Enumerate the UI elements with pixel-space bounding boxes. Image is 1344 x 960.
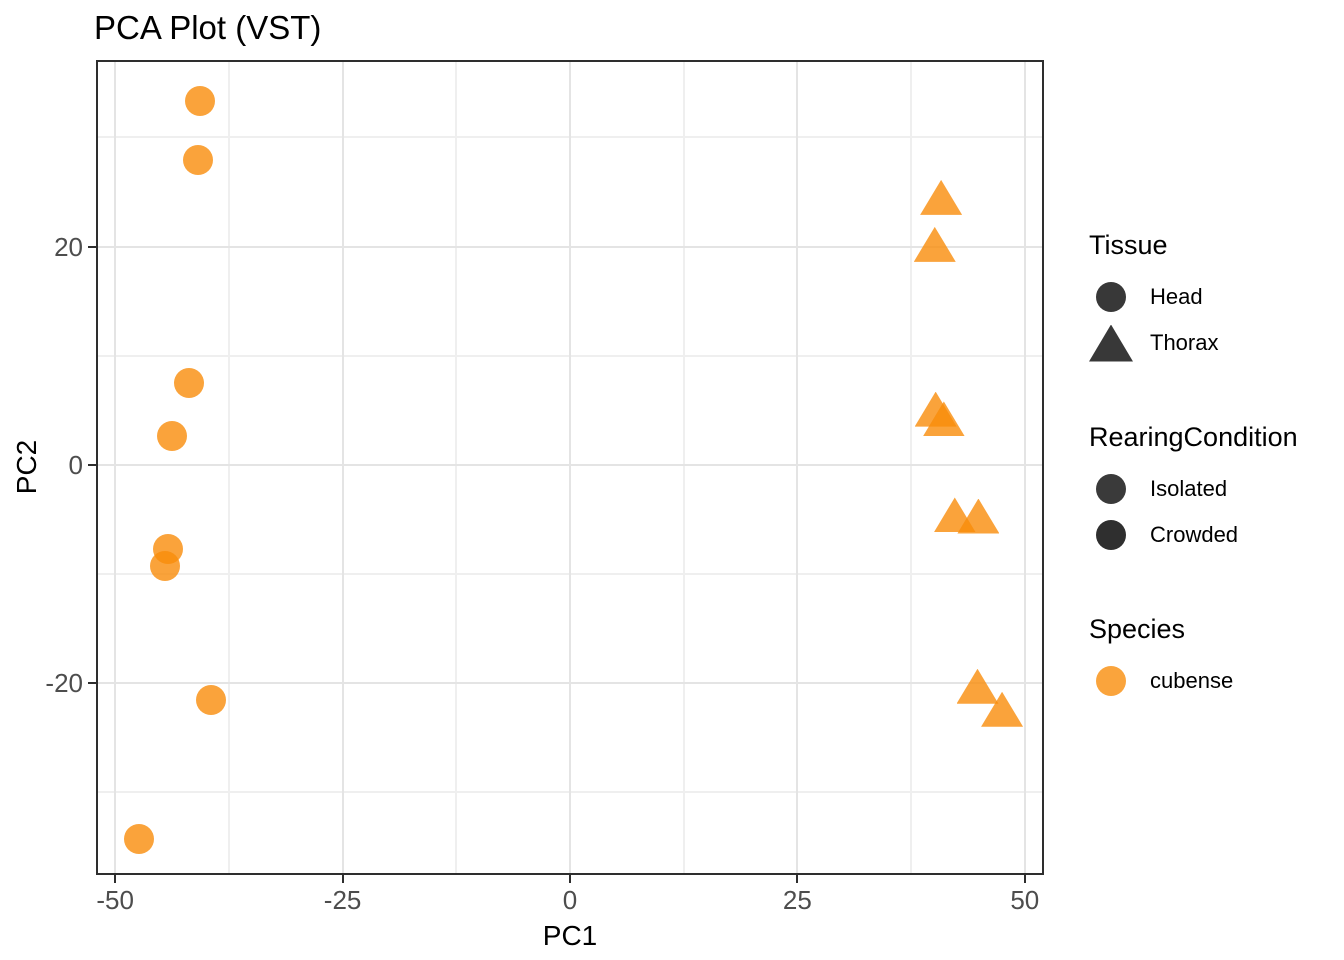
major-gridline-horizontal [97,463,1043,466]
y-tick-label: -20 [45,668,83,699]
legend-item-crowded: Crowded [1085,512,1298,558]
data-point-head-circle [195,685,226,716]
legend-item-head: Head [1085,274,1218,320]
x-tick-label: 50 [1010,885,1040,915]
legend-key [1085,282,1137,312]
data-point-head-circle [182,145,213,176]
legend-group-rearingcondition: RearingCondition Isolated Crowded [1085,420,1298,558]
data-point-head-circle [150,551,181,582]
major-gridline-horizontal [97,682,1043,685]
x-axis-tick [341,874,344,883]
y-tick-label: 20 [54,231,83,262]
major-gridline-vertical [114,61,117,874]
major-gridline-vertical [569,61,571,874]
data-point-thorax-triangle [920,179,963,215]
plot-title: PCA Plot (VST) [94,9,322,46]
x-axis-tick [796,874,799,883]
legend-group-tissue: Tissue Head Thorax [1085,228,1218,366]
legend-item-label: Isolated [1150,476,1228,501]
legend-item-label: Thorax [1150,330,1219,355]
major-gridline-vertical [341,61,344,874]
plot-panel [97,61,1043,874]
y-axis-tick [88,682,97,685]
data-point-head-circle [156,421,187,452]
legend-key [1085,324,1137,362]
triangle-key-icon [1089,324,1133,362]
y-axis-tick [88,245,97,248]
legend-item-thorax: Thorax [1085,320,1218,366]
minor-gridline-vertical [227,61,230,874]
circle-key-icon [1096,282,1126,312]
y-axis-title: PC2 [11,439,42,495]
legend-item-label: Head [1150,284,1203,309]
circle-key-icon [1096,520,1126,550]
legend-key [1085,666,1137,696]
legend-item-label: Crowded [1150,522,1239,547]
legend-items: cubense [1085,658,1233,704]
x-axis-tick [114,874,117,883]
major-gridline-horizontal [97,245,1043,248]
data-point-head-circle [123,824,154,855]
minor-gridline-vertical [910,61,913,874]
legend-item-label: cubense [1150,668,1234,693]
legend-group-title: Species [1089,614,1186,644]
data-point-head-circle [184,86,215,117]
major-gridline-vertical [1023,61,1026,874]
circle-key-icon [1096,474,1126,504]
x-axis-title: PC1 [542,920,598,951]
major-gridline-vertical [796,61,799,874]
circle-key-icon [1096,666,1126,696]
legend-group-title: Tissue [1089,230,1168,260]
legend-items: Isolated Crowded [1085,466,1298,558]
x-tick-label: -50 [96,885,134,915]
x-axis-tick [1023,874,1026,883]
data-point-head-circle [173,367,204,398]
x-tick-label: -25 [323,885,362,915]
minor-gridline-vertical [682,61,685,874]
data-point-thorax-triangle [956,668,999,704]
y-axis-tick [88,463,97,466]
legend-key [1085,474,1137,504]
minor-gridline-vertical [455,61,458,874]
legend-item-isolated: Isolated [1085,466,1298,512]
x-tick-label: 25 [782,885,812,915]
y-tick-label: 0 [68,449,83,480]
legend-items: Head Thorax [1085,274,1218,366]
data-point-thorax-triangle [913,226,956,262]
legend-group-species: Species cubense [1085,612,1233,704]
x-tick-label: 0 [562,885,578,915]
x-axis-tick [569,874,571,883]
legend-item-cubense: cubense [1085,658,1233,704]
legend-key [1085,520,1137,550]
legend-group-title: RearingCondition [1089,422,1298,452]
